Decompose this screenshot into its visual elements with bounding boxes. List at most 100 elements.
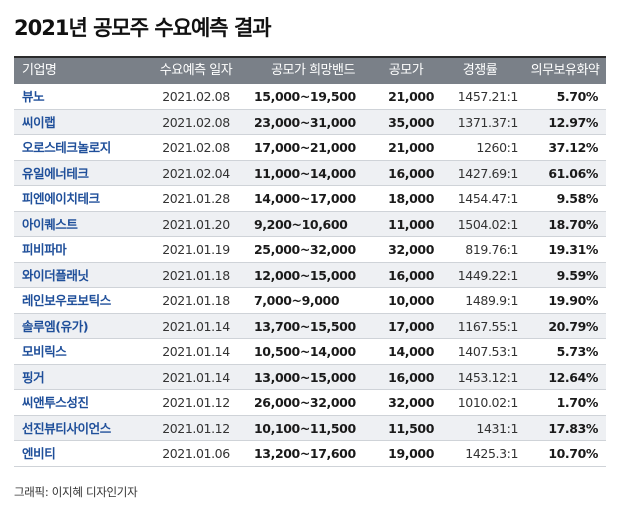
cell-offer-price: 16,000 bbox=[388, 165, 434, 181]
cell-company: 선진뷰티사이언스 bbox=[22, 420, 111, 436]
table-header: 기업명 수요예측 일자 공모가 희망밴드 공모가 경쟁률 의무보유화약 bbox=[14, 56, 606, 84]
cell-price-band: 15,000~19,500 bbox=[254, 89, 356, 104]
cell-price-band: 10,100~11,500 bbox=[254, 420, 356, 436]
cell-price-band: 13,200~17,600 bbox=[254, 446, 356, 461]
cell-offer-price: 16,000 bbox=[388, 267, 434, 283]
column-header-price-band: 공모가 희망밴드 bbox=[271, 63, 355, 78]
cell-price-band: 7,000~9,000 bbox=[254, 293, 340, 308]
cell-competition-rate: 1454.47:1 bbox=[457, 191, 519, 206]
cell-company: 솔루엠(유가) bbox=[22, 318, 89, 334]
ipo-results-table: 기업명 수요예측 일자 공모가 희망밴드 공모가 경쟁률 의무보유화약 뷰노 20… bbox=[14, 56, 606, 467]
cell-company: 뷰노 bbox=[22, 89, 45, 104]
cell-company: 엔비티 bbox=[22, 446, 56, 461]
cell-company: 피비파마 bbox=[22, 242, 67, 257]
cell-offer-price: 11,000 bbox=[388, 216, 434, 232]
table-row: 레인보우로보틱스 2021.01.18 7,000~9,000 10,000 1489.… bbox=[14, 288, 606, 314]
cell-date: 2021.01.12 bbox=[162, 420, 230, 436]
cell-price-band: 13,700~15,500 bbox=[254, 318, 356, 334]
column-header-company: 기업명 bbox=[22, 63, 57, 78]
cell-competition-rate: 1504.02:1 bbox=[457, 216, 519, 232]
cell-offer-price: 21,000 bbox=[388, 140, 434, 155]
cell-lockup-ratio: 5.70% bbox=[556, 89, 599, 104]
cell-company: 오로스테크놀로지 bbox=[22, 140, 111, 155]
cell-price-band: 17,000~21,000 bbox=[254, 140, 356, 155]
table-row: 유일에너테크 2021.02.04 11,000~14,000 16,000 1427.… bbox=[14, 160, 606, 186]
cell-price-band: 10,500~14,000 bbox=[254, 344, 356, 359]
table-row: 핑거 2021.01.14 13,000~15,000 16,000 1453.12:1… bbox=[14, 364, 606, 390]
cell-competition-rate: 1431:1 bbox=[476, 420, 518, 436]
cell-company: 씨앤투스성진 bbox=[22, 395, 89, 410]
cell-offer-price: 32,000 bbox=[388, 395, 434, 410]
cell-date: 2021.01.18 bbox=[162, 293, 230, 308]
cell-date: 2021.01.19 bbox=[162, 242, 230, 257]
cell-lockup-ratio: 19.31% bbox=[548, 242, 598, 257]
cell-competition-rate: 1407.53:1 bbox=[457, 344, 519, 359]
table-row: 엔비티 2021.01.06 13,200~17,600 19,000 1425.3:1… bbox=[14, 441, 606, 467]
cell-lockup-ratio: 12.64% bbox=[548, 369, 598, 385]
cell-date: 2021.01.18 bbox=[162, 267, 230, 283]
cell-company: 와이더플래닛 bbox=[22, 267, 89, 283]
cell-price-band: 25,000~32,000 bbox=[254, 242, 356, 257]
cell-offer-price: 18,000 bbox=[388, 191, 434, 206]
cell-lockup-ratio: 61.06% bbox=[548, 165, 598, 181]
cell-date: 2021.01.12 bbox=[162, 395, 230, 410]
table-row: 선진뷰티사이언스 2021.01.12 10,100~11,500 11,500 143… bbox=[14, 415, 606, 441]
cell-date: 2021.01.14 bbox=[162, 318, 230, 334]
cell-offer-price: 10,000 bbox=[388, 293, 434, 308]
cell-competition-rate: 1425.3:1 bbox=[465, 446, 518, 461]
cell-date: 2021.02.04 bbox=[162, 165, 230, 181]
cell-company: 모비릭스 bbox=[22, 344, 67, 359]
table-body: 뷰노 2021.02.08 15,000~19,500 21,000 1457.21:1… bbox=[14, 84, 606, 467]
cell-date: 2021.02.08 bbox=[162, 89, 230, 104]
cell-offer-price: 21,000 bbox=[388, 89, 434, 104]
table-row: 씨이랩 2021.02.08 23,000~31,000 35,000 1371.37:… bbox=[14, 109, 606, 135]
cell-date: 2021.02.08 bbox=[162, 114, 230, 130]
cell-lockup-ratio: 12.97% bbox=[548, 114, 598, 130]
cell-offer-price: 19,000 bbox=[388, 446, 434, 461]
cell-competition-rate: 819.76:1 bbox=[465, 242, 518, 257]
cell-date: 2021.01.14 bbox=[162, 344, 230, 359]
cell-offer-price: 32,000 bbox=[388, 242, 434, 257]
cell-competition-rate: 1449.22:1 bbox=[457, 267, 519, 283]
cell-company: 씨이랩 bbox=[22, 114, 56, 130]
cell-company: 피엔에이치테크 bbox=[22, 191, 100, 206]
cell-company: 레인보우로보틱스 bbox=[22, 293, 111, 308]
cell-offer-price: 14,000 bbox=[388, 344, 434, 359]
cell-lockup-ratio: 5.73% bbox=[556, 344, 599, 359]
cell-date: 2021.01.20 bbox=[162, 216, 230, 232]
cell-company: 아이퀘스트 bbox=[22, 216, 78, 232]
cell-lockup-ratio: 18.70% bbox=[548, 216, 598, 232]
cell-offer-price: 11,500 bbox=[388, 420, 434, 436]
cell-lockup-ratio: 9.59% bbox=[556, 267, 599, 283]
cell-competition-rate: 1457.21:1 bbox=[457, 89, 519, 104]
cell-competition-rate: 1260:1 bbox=[476, 140, 518, 155]
column-header-offer-price: 공모가 bbox=[388, 63, 424, 78]
cell-lockup-ratio: 17.83% bbox=[548, 420, 598, 436]
cell-offer-price: 35,000 bbox=[388, 114, 434, 130]
cell-competition-rate: 1371.37:1 bbox=[457, 114, 519, 130]
cell-date: 2021.02.08 bbox=[162, 140, 230, 155]
table-row: 와이더플래닛 2021.01.18 12,000~15,000 16,000 1449.… bbox=[14, 262, 606, 288]
table-row: 피엔에이치테크 2021.01.28 14,000~17,000 18,000 1454… bbox=[14, 186, 606, 212]
page-title: 2021년 공모주 수요예측 결과 bbox=[14, 16, 272, 40]
cell-date: 2021.01.14 bbox=[162, 369, 230, 385]
cell-lockup-ratio: 1.70% bbox=[556, 395, 599, 410]
table-row: 뷰노 2021.02.08 15,000~19,500 21,000 1457.21:1… bbox=[14, 84, 606, 110]
table-row: 솔루엠(유가) 2021.01.14 13,700~15,500 17,000 1167… bbox=[14, 313, 606, 339]
table-row: 씨앤투스성진 2021.01.12 26,000~32,000 32,000 1010.… bbox=[14, 390, 606, 416]
table-row: 모비릭스 2021.01.14 10,500~14,000 14,000 1407.53… bbox=[14, 339, 606, 365]
table-row: 아이퀘스트 2021.01.20 9,200~10,600 11,000 1504.02… bbox=[14, 211, 606, 237]
cell-competition-rate: 1010.02:1 bbox=[457, 395, 519, 410]
cell-price-band: 14,000~17,000 bbox=[254, 191, 356, 206]
cell-company: 유일에너테크 bbox=[22, 165, 89, 181]
cell-company: 핑거 bbox=[22, 369, 45, 385]
cell-competition-rate: 1453.12:1 bbox=[457, 369, 519, 385]
table-row: 오로스테크놀로지 2021.02.08 17,000~21,000 21,000 126… bbox=[14, 135, 606, 161]
column-header-date: 수요예측 일자 bbox=[159, 63, 233, 78]
cell-price-band: 13,000~15,000 bbox=[254, 369, 356, 385]
cell-date: 2021.01.06 bbox=[162, 446, 230, 461]
column-header-lockup-ratio: 의무보유화약 bbox=[530, 63, 600, 78]
cell-price-band: 23,000~31,000 bbox=[254, 114, 356, 130]
cell-lockup-ratio: 37.12% bbox=[548, 140, 598, 155]
cell-competition-rate: 1427.69:1 bbox=[457, 165, 519, 181]
